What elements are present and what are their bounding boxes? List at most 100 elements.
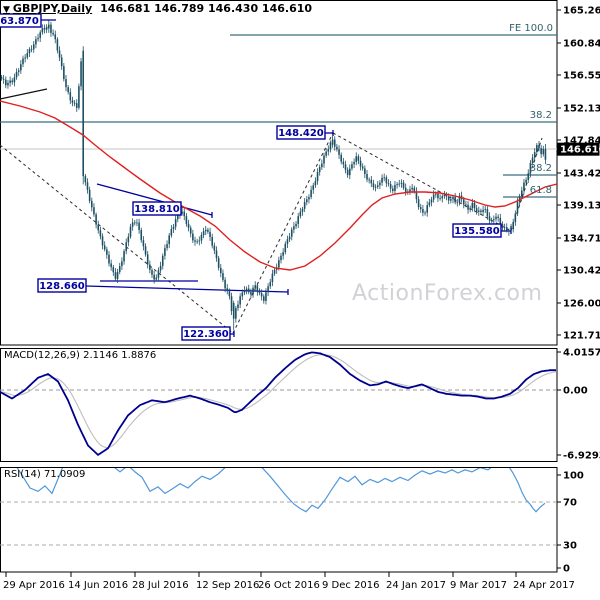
- candle-body: [209, 231, 211, 237]
- candle-body: [86, 182, 89, 190]
- candle-body: [2, 78, 5, 80]
- candle-body: [11, 80, 14, 83]
- candle-body: [415, 191, 418, 200]
- candle-body: [45, 26, 48, 30]
- candle-body: [239, 296, 241, 305]
- candle-body: [370, 179, 373, 184]
- candle-body: [437, 193, 439, 199]
- candle-body: [258, 291, 261, 294]
- candle-body: [368, 179, 370, 181]
- candle-body: [24, 57, 26, 59]
- candle-body: [293, 226, 295, 230]
- candle-body: [503, 227, 506, 229]
- candle-body: [181, 211, 183, 214]
- candle-body: [465, 204, 467, 206]
- candle-body: [394, 185, 396, 191]
- candle-body: [118, 266, 121, 272]
- fibonacci-label: 38.2: [530, 110, 552, 121]
- candle-body: [243, 290, 246, 293]
- rsi-line: [16, 468, 546, 513]
- candle-body: [333, 139, 336, 147]
- price-axis-label: 147.840: [563, 136, 600, 147]
- trend-line: [85, 285, 289, 293]
- macd-main-line: [0, 351, 556, 457]
- price-label-box: [181, 326, 231, 341]
- macd-signal-line: [0, 354, 556, 449]
- price-label-box: [452, 223, 502, 238]
- main-plot: 163.870 148.420 138.810 135.580 128.660 122.3…: [0, 13, 557, 341]
- candle-body: [254, 285, 256, 288]
- candle-body: [7, 82, 9, 86]
- candle-body: [91, 200, 93, 208]
- candle-body: [493, 219, 495, 221]
- candle-body: [263, 296, 265, 301]
- candle-body: [202, 231, 205, 235]
- candle-body: [312, 185, 315, 190]
- candle-body: [37, 37, 39, 40]
- candle-body: [342, 161, 345, 165]
- candle-body: [232, 302, 235, 319]
- candle-body: [331, 139, 334, 145]
- macd-panel-frame: [0, 348, 558, 462]
- price-label-text: 163.870: [0, 16, 39, 27]
- price-axis-label: 139.130: [563, 201, 600, 212]
- candle-body: [144, 246, 147, 255]
- candle-body: [168, 235, 170, 245]
- macd-plot: [0, 351, 556, 457]
- symbol-dropdown-icon[interactable]: ▼: [3, 5, 10, 15]
- candle-body: [17, 70, 20, 73]
- candle-body: [146, 254, 149, 265]
- candle-body: [230, 296, 233, 312]
- rsi-axis-label: 100: [563, 471, 584, 482]
- candle-body: [121, 261, 123, 267]
- candle-body: [533, 152, 536, 158]
- date-axis-label: 26 Oct 2016: [258, 580, 320, 591]
- candle-body: [26, 52, 29, 58]
- candle-body: [417, 199, 420, 208]
- candle-body: [30, 49, 33, 51]
- candle-body: [166, 244, 168, 249]
- candle-body: [480, 210, 482, 213]
- candle-body: [336, 146, 338, 150]
- candle-body: [488, 216, 491, 221]
- price-label-box: [0, 13, 42, 28]
- candle-body: [9, 80, 11, 83]
- candle-body: [22, 58, 24, 65]
- candle-body: [0, 76, 3, 79]
- candle-body: [301, 208, 304, 212]
- price-axis-label: 160.840: [563, 38, 600, 49]
- candle-body: [531, 157, 534, 163]
- candle-body: [174, 219, 177, 227]
- candle-body: [110, 263, 112, 268]
- candle-body: [462, 199, 465, 205]
- candle-body: [84, 176, 87, 183]
- candle-body: [316, 172, 319, 182]
- price-label-box: [132, 201, 182, 216]
- candle-body: [430, 199, 433, 203]
- chart-title[interactable]: ▼ GBPJPY,Daily 146.681 146.789 146.430 146…: [3, 2, 312, 15]
- candle-body: [67, 87, 69, 93]
- candle-body: [213, 245, 216, 251]
- candle-body: [192, 233, 194, 241]
- candle-body: [299, 211, 302, 217]
- candle-body: [282, 252, 284, 256]
- candle-body: [99, 230, 102, 237]
- candle-body: [387, 183, 390, 185]
- candle-body: [340, 154, 342, 162]
- candle-body: [161, 255, 164, 266]
- candle-body: [177, 214, 179, 220]
- candle-body: [65, 79, 67, 88]
- candle-body: [149, 264, 151, 270]
- candle-body: [228, 291, 231, 297]
- candle-body: [155, 277, 158, 280]
- candle-body: [422, 209, 424, 213]
- candle-body: [398, 183, 401, 185]
- candle-body: [269, 282, 272, 287]
- date-axis-label: 24 Apr 2017: [513, 580, 575, 591]
- candle-body: [183, 211, 186, 217]
- candle-body: [271, 273, 274, 283]
- candle-body: [63, 66, 65, 80]
- candle-body: [508, 230, 510, 232]
